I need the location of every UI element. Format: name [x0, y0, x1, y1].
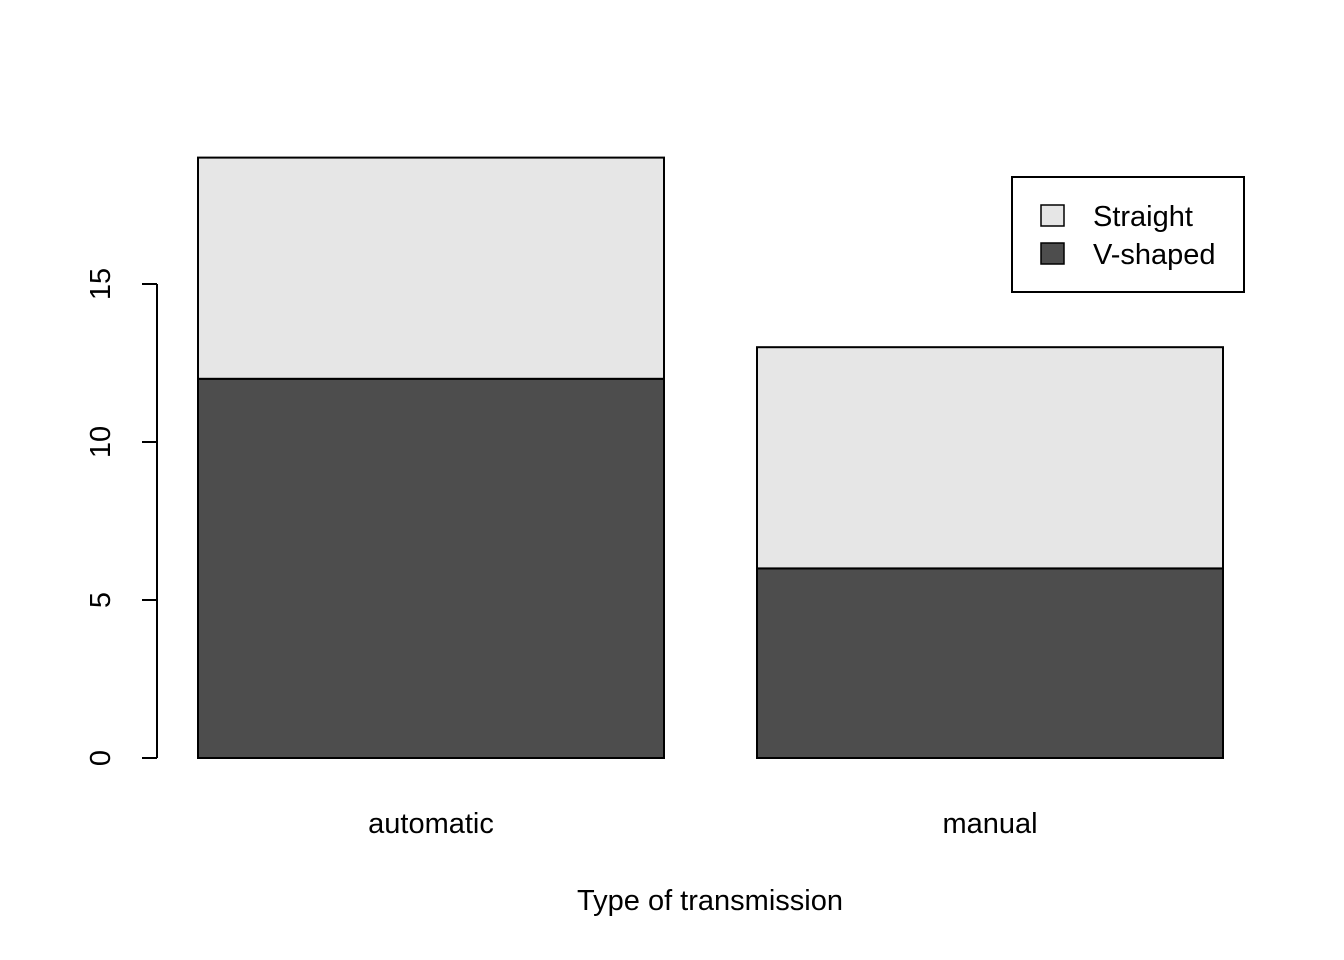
legend: Straight V-shaped [1011, 176, 1245, 293]
x-category-label-automatic: automatic [368, 808, 494, 840]
legend-label-v-shaped: V-shaped [1093, 239, 1216, 271]
legend-box [1011, 176, 1245, 293]
y-tick-label: 15 [85, 268, 117, 300]
bar-automatic-v-shaped [197, 377, 665, 759]
x-axis-title: Type of transmission [577, 885, 843, 917]
x-category-label-manual: manual [942, 808, 1037, 840]
y-axis: 0 5 10 15 [85, 268, 158, 766]
legend-swatch-v-shaped [1040, 242, 1065, 265]
bar-automatic-straight [197, 156, 665, 380]
legend-label-straight: Straight [1093, 201, 1193, 233]
x-axis-category-labels: automatic manual [368, 808, 1037, 840]
bar-manual-straight [756, 346, 1224, 570]
legend-swatch-straight [1040, 204, 1065, 227]
y-tick-label: 10 [85, 426, 117, 458]
bars-group [197, 156, 1224, 760]
y-tick-label: 5 [85, 592, 117, 608]
bar-manual-v-shaped [756, 567, 1224, 760]
y-tick-label: 0 [85, 750, 117, 766]
